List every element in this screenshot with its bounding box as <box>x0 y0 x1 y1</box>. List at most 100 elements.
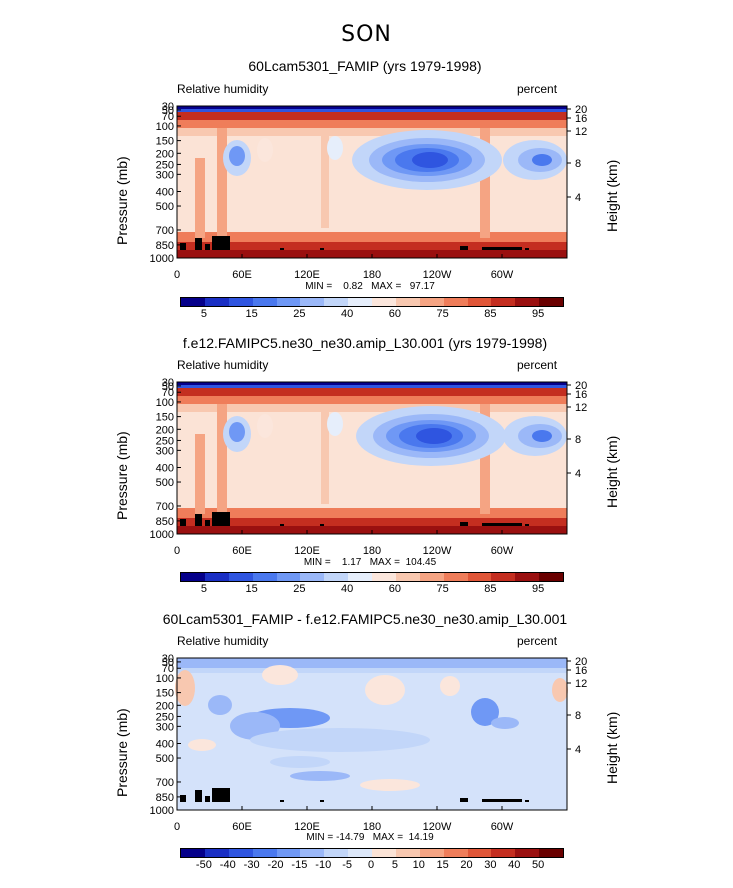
y-right-tick-label: 20 <box>575 104 587 116</box>
y-tick-label: 30 <box>162 653 174 665</box>
contour-region <box>290 771 350 781</box>
contour-region <box>257 138 273 162</box>
colorbar-tick-label: 50 <box>532 859 545 871</box>
plot-area: 3050701001502002503004005007008501000201… <box>150 653 588 833</box>
y-tick-label: 300 <box>156 445 174 457</box>
colorbar-tick-label: -30 <box>243 859 260 871</box>
colorbar-swatch <box>515 573 540 581</box>
colorbar-tick-label: -20 <box>267 859 284 871</box>
contour-band-strat <box>177 106 567 109</box>
colorbar <box>180 297 564 307</box>
diff-band-top-2 <box>177 668 567 673</box>
y-tick-label: 50 <box>162 105 174 117</box>
topography <box>525 800 529 802</box>
colorbar-tick-label: 60 <box>388 308 401 320</box>
colorbar-labels: 5 15 25 40 60 75 85 95 <box>0 583 733 597</box>
contour-region <box>262 665 298 685</box>
y-tick-label: 850 <box>156 516 174 528</box>
colorbar <box>180 848 564 858</box>
y-axis-right-label: Height (km) <box>604 711 620 784</box>
units-label: percent <box>517 358 558 372</box>
colorbar-swatch <box>467 298 492 306</box>
topography <box>195 514 202 526</box>
y-tick-label: 400 <box>156 462 174 474</box>
panel-title: 60Lcam5301_FAMIP (yrs 1979-1998) <box>248 58 482 74</box>
colorbar-swatch <box>467 573 492 581</box>
colorbar-tick-label: 5 <box>391 859 398 871</box>
colorbar-swatch <box>491 298 516 306</box>
y-tick-label: 250 <box>156 159 174 171</box>
max-value: 97.17 <box>409 281 435 292</box>
y-right-tick-label: 16 <box>575 113 587 125</box>
x-tick-label: 180 <box>363 545 381 557</box>
y-right-tick-label: 20 <box>575 656 587 668</box>
plot-area: 3050701001502002503004005007008501000201… <box>150 101 588 281</box>
y-right-tick-label: 8 <box>575 434 581 446</box>
colorbar-swatch <box>252 849 277 857</box>
y-axis-label: Pressure (mb) <box>114 708 130 797</box>
min-max-readout: MIN = 1.17 MAX = 104.45 <box>175 557 565 568</box>
topography <box>180 519 186 526</box>
contour-column <box>217 128 227 238</box>
y-right-tick-label: 4 <box>575 192 581 204</box>
contour-region <box>412 152 448 168</box>
contour-region <box>327 412 343 436</box>
x-tick-label: 0 <box>174 821 180 833</box>
x-tick-label: 120W <box>423 269 452 281</box>
colorbar-swatch <box>539 849 563 857</box>
x-tick-label: 60W <box>491 821 514 833</box>
y-tick-label: 150 <box>156 688 174 700</box>
contour-band-strat-2 <box>177 385 567 388</box>
topography <box>212 512 230 526</box>
topography <box>320 248 324 250</box>
topography <box>280 248 284 250</box>
y-right-tick-label: 4 <box>575 468 581 480</box>
contour-region <box>270 756 330 768</box>
colorbar-swatch <box>419 573 444 581</box>
colorbar-swatch <box>372 298 396 306</box>
y-tick-label: 100 <box>156 673 174 685</box>
y-tick-label: 500 <box>156 753 174 765</box>
y-tick-label: 850 <box>156 240 174 252</box>
colorbar-tick-label: 15 <box>245 308 258 320</box>
colorbar-swatch <box>395 573 420 581</box>
colorbar-swatch <box>300 298 325 306</box>
colorbar-swatch <box>181 573 205 581</box>
colorbar-tick-label: -10 <box>315 859 332 871</box>
y-right-tick-label: 8 <box>575 158 581 170</box>
contour-region <box>471 698 499 726</box>
colorbar-tick-label: 10 <box>412 859 425 871</box>
y-tick-label: 850 <box>156 792 174 804</box>
x-tick-label: 0 <box>174 545 180 557</box>
contour-band-upper-3 <box>177 128 567 136</box>
y-tick-label: 200 <box>156 700 174 712</box>
contour-region <box>327 136 343 160</box>
contour-band-strat <box>177 382 567 385</box>
x-tick-label: 120W <box>423 821 452 833</box>
colorbar-tick-label: -50 <box>195 859 212 871</box>
y-axis-label: Pressure (mb) <box>114 156 130 245</box>
x-tick-label: 60E <box>232 269 252 281</box>
colorbar-swatch <box>181 298 205 306</box>
contour-region <box>175 670 195 706</box>
x-tick-label: 60E <box>232 545 252 557</box>
colorbar-tick-label: -15 <box>291 859 308 871</box>
y-tick-label: 150 <box>156 136 174 148</box>
colorbar-tick-label: 40 <box>341 583 354 595</box>
colorbar-swatch <box>443 849 468 857</box>
contour-region <box>229 146 245 166</box>
colorbar-swatch <box>204 573 229 581</box>
x-tick-label: 120E <box>294 269 320 281</box>
colorbar <box>180 572 564 582</box>
contour-band-upper-2 <box>177 396 567 404</box>
y-tick-label: 250 <box>156 435 174 447</box>
colorbar-swatch <box>467 849 492 857</box>
max-label: MAX = <box>369 557 401 568</box>
colorbar-swatch <box>539 298 563 306</box>
min-value: 1.17 <box>341 557 362 568</box>
colorbar-tick-label: 30 <box>484 859 497 871</box>
contour-region <box>250 728 430 752</box>
colorbar-swatch <box>252 573 277 581</box>
x-tick-label: 60E <box>232 821 252 833</box>
y-tick-label: 100 <box>156 121 174 133</box>
